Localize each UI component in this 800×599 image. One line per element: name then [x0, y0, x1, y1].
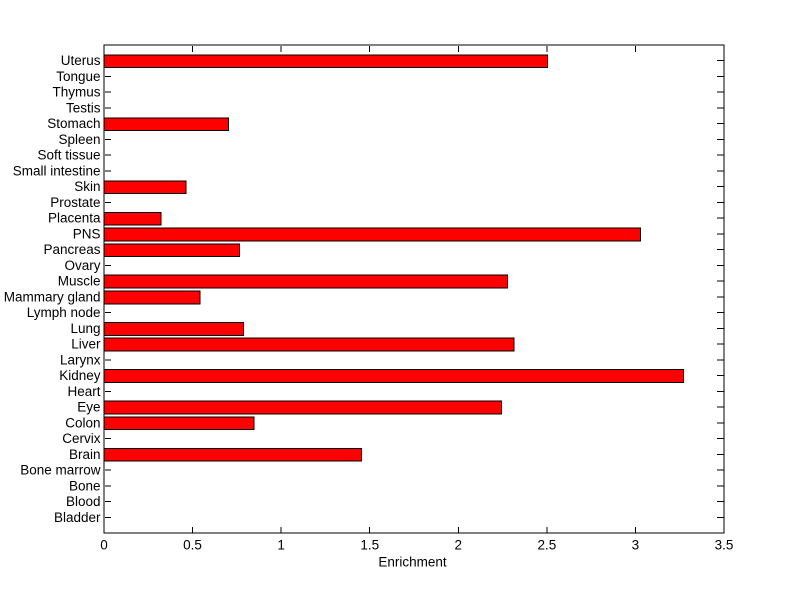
svg-text:Skin: Skin: [74, 179, 100, 194]
svg-text:Tongue: Tongue: [56, 69, 100, 84]
svg-text:PNS: PNS: [73, 226, 101, 241]
svg-text:Bone marrow: Bone marrow: [20, 463, 101, 478]
svg-text:0.5: 0.5: [183, 538, 202, 553]
svg-text:Larynx: Larynx: [60, 352, 101, 367]
svg-text:Lymph node: Lymph node: [27, 305, 101, 320]
svg-text:Colon: Colon: [65, 415, 100, 430]
svg-text:3: 3: [632, 538, 640, 553]
svg-text:Mammary gland: Mammary gland: [4, 289, 101, 304]
svg-text:3.5: 3.5: [715, 538, 734, 553]
svg-text:Pancreas: Pancreas: [43, 242, 100, 257]
svg-text:Kidney: Kidney: [59, 368, 101, 383]
svg-text:Cervix: Cervix: [62, 431, 101, 446]
svg-text:2.5: 2.5: [537, 538, 556, 553]
svg-text:Brain: Brain: [69, 447, 101, 462]
svg-text:1: 1: [277, 538, 285, 553]
svg-text:Bladder: Bladder: [54, 510, 101, 525]
svg-text:Soft tissue: Soft tissue: [37, 148, 100, 163]
svg-text:Lung: Lung: [70, 321, 100, 336]
svg-text:Enrichment: Enrichment: [378, 555, 447, 570]
svg-text:Small intestine: Small intestine: [13, 163, 101, 178]
svg-text:Bone: Bone: [69, 478, 101, 493]
svg-text:Eye: Eye: [77, 400, 100, 415]
svg-text:Liver: Liver: [71, 337, 101, 352]
svg-text:2: 2: [455, 538, 463, 553]
svg-text:Prostate: Prostate: [50, 195, 100, 210]
svg-text:Stomach: Stomach: [47, 116, 100, 131]
svg-text:Spleen: Spleen: [58, 132, 100, 147]
svg-text:Blood: Blood: [66, 494, 101, 509]
svg-text:Uterus: Uterus: [61, 53, 101, 68]
svg-text:Muscle: Muscle: [58, 274, 101, 289]
svg-text:Ovary: Ovary: [64, 258, 100, 273]
svg-text:Testis: Testis: [66, 100, 101, 115]
svg-text:Placenta: Placenta: [48, 211, 101, 226]
svg-text:Heart: Heart: [67, 384, 100, 399]
svg-text:Thymus: Thymus: [52, 85, 100, 100]
svg-text:1.5: 1.5: [360, 538, 379, 553]
svg-text:0: 0: [100, 538, 108, 553]
